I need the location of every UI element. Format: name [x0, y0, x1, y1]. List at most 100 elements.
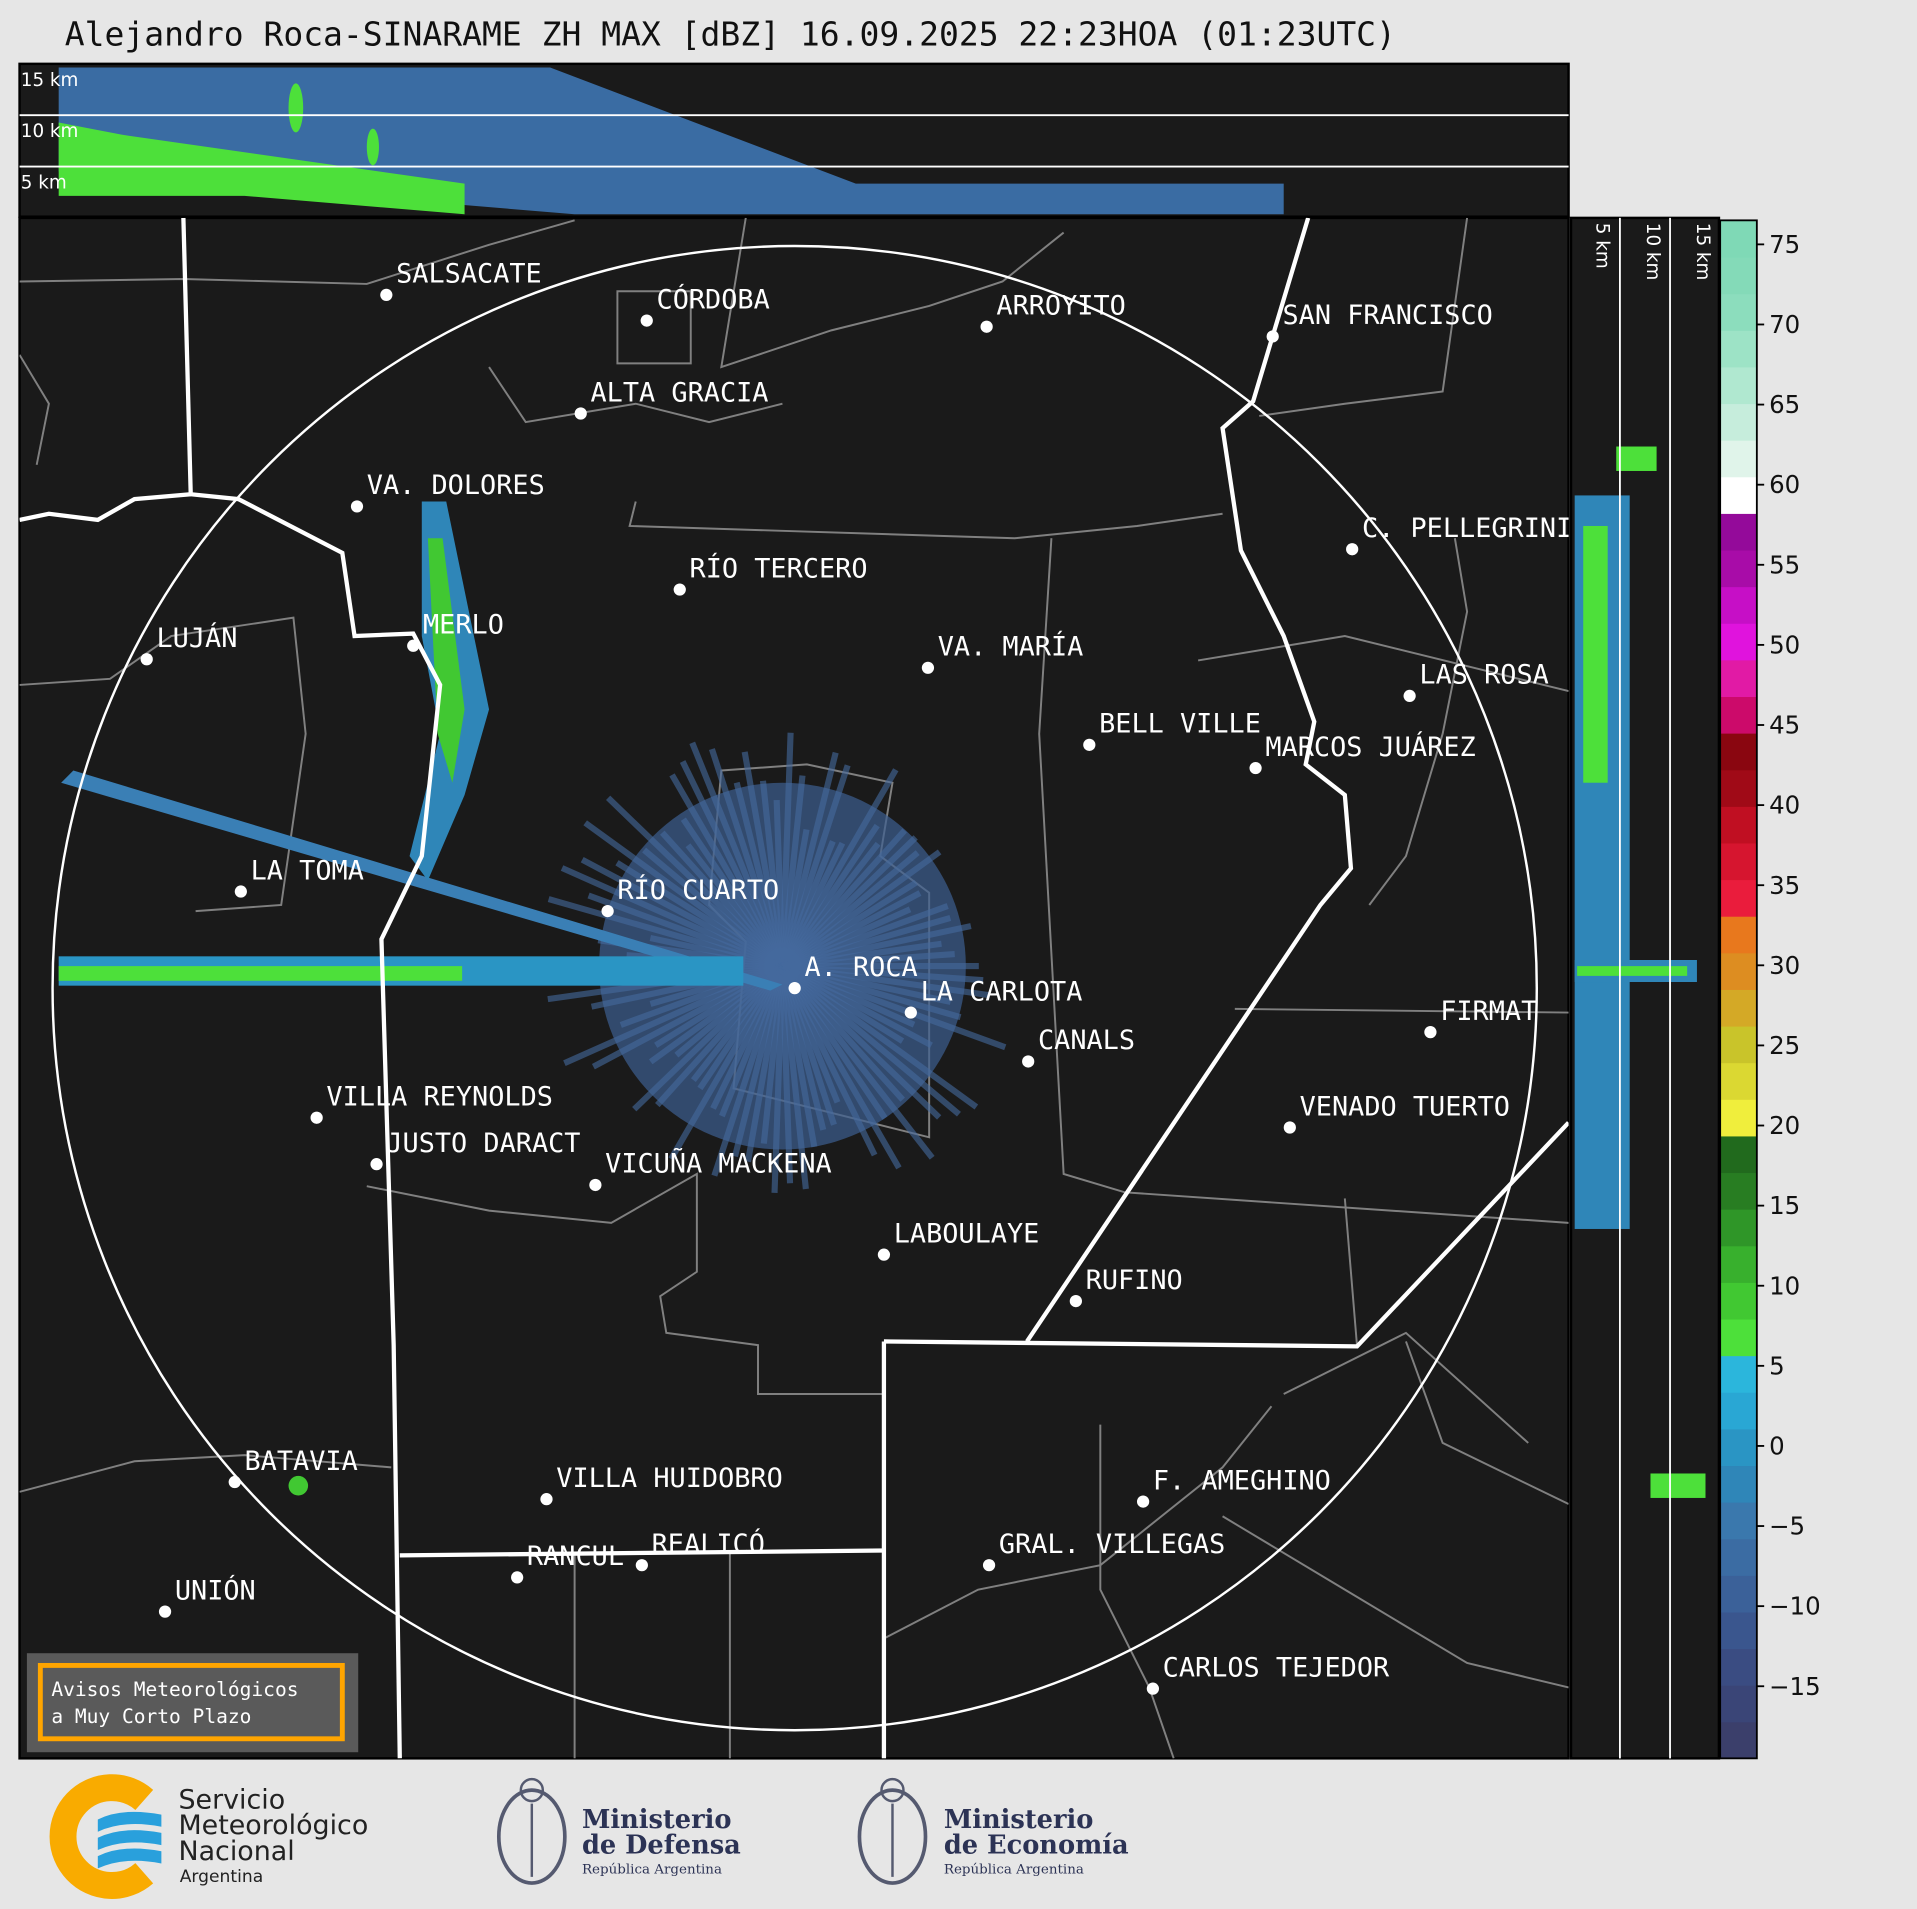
colorbar-tick-label: 15 — [1769, 1191, 1800, 1220]
city-label: A. ROCA — [804, 952, 917, 983]
colorbar-band — [1720, 1172, 1757, 1209]
colorbar-tick-label: 5 — [1769, 1351, 1785, 1380]
city-dot — [511, 1571, 523, 1583]
colorbar-tick-label: −10 — [1769, 1592, 1821, 1621]
city-dot — [311, 1112, 323, 1124]
colorbar-band — [1720, 1319, 1757, 1356]
colorbar-tick-label: 45 — [1769, 711, 1800, 740]
city-label: VA. DOLORES — [367, 470, 545, 501]
city-label: CANALS — [1038, 1025, 1135, 1056]
city-label: LAS ROSA — [1419, 660, 1548, 691]
colorbar-band — [1720, 1539, 1757, 1576]
echo-batavia — [289, 1476, 309, 1496]
city-label: RÍO CUARTO — [617, 874, 779, 906]
figure-title: Alejandro Roca-SINARAME ZH MAX [dBZ] 16.… — [65, 15, 1396, 54]
warning-line-2: a Muy Corto Plazo — [51, 1705, 251, 1728]
colorbar-band — [1720, 587, 1757, 624]
city-dot — [878, 1249, 890, 1261]
city-label: BELL VILLE — [1099, 709, 1261, 740]
colorbar-tick-label: −15 — [1769, 1672, 1821, 1701]
city-dot — [602, 905, 614, 917]
city-dot — [981, 321, 993, 333]
colorbar-band — [1720, 1722, 1757, 1759]
radar-map[interactable]: SALSACATE CÓRDOBA ARROYITO SAN FRANCISCO ALT… — [20, 218, 1573, 1758]
colorbar-tick-label: 30 — [1769, 951, 1800, 980]
colorbar-band — [1720, 367, 1757, 404]
colorbar-band — [1720, 1392, 1757, 1429]
city-dot — [905, 1006, 917, 1018]
colorbar-band — [1720, 623, 1757, 660]
colorbar-tick-label: 55 — [1769, 550, 1800, 579]
svg-text:República Argentina: República Argentina — [944, 1862, 1084, 1877]
city-dot — [636, 1559, 648, 1571]
svg-text:de Defensa: de Defensa — [582, 1831, 741, 1861]
colorbar-band — [1720, 879, 1757, 916]
city-label: ALTA GRACIA — [591, 377, 769, 408]
colorbar-band — [1720, 477, 1757, 514]
city-label: MERLO — [423, 610, 504, 641]
city-label: MARCOS JUÁREZ — [1265, 731, 1475, 763]
city-dot — [1404, 690, 1416, 702]
city-dot — [380, 289, 392, 301]
colorbar-band — [1720, 696, 1757, 733]
colorbar-band — [1720, 733, 1757, 770]
city-label: RUFINO — [1086, 1265, 1183, 1296]
colorbar-tick-label: 60 — [1769, 470, 1800, 499]
city-label: BATAVIA — [245, 1446, 358, 1477]
city-dot — [540, 1493, 552, 1505]
city-dot — [1346, 543, 1358, 555]
city-dot — [589, 1179, 601, 1191]
city-label: SAN FRANCISCO — [1282, 300, 1492, 331]
city-dot — [674, 583, 686, 595]
colorbar-band — [1720, 1648, 1757, 1685]
top-label-15km: 15 km — [21, 70, 79, 91]
colorbar-band — [1720, 330, 1757, 367]
city-label: C. PELLEGRINI — [1362, 513, 1572, 544]
city-label: ARROYITO — [996, 290, 1125, 321]
colorbar-band — [1720, 403, 1757, 440]
city-dot — [229, 1476, 241, 1488]
city-label: VILLA HUIDOBRO — [556, 1463, 783, 1494]
city-label: GRAL. VILLEGAS — [999, 1529, 1226, 1560]
city-label: LUJÁN — [156, 622, 237, 654]
city-label: FIRMAT — [1440, 996, 1537, 1027]
city-label: UNIÓN — [175, 1574, 256, 1606]
colorbar-band — [1720, 257, 1757, 294]
city-dot — [1424, 1026, 1436, 1038]
colorbar-band — [1720, 1063, 1757, 1100]
city-dot — [1083, 739, 1095, 751]
city-label: VENADO TUERTO — [1300, 1091, 1510, 1122]
city-dot — [1070, 1295, 1082, 1307]
city-label: LA CARLOTA — [921, 976, 1083, 1007]
city-label: CÓRDOBA — [657, 283, 770, 315]
city-dot — [1249, 762, 1261, 774]
colorbar-band — [1720, 989, 1757, 1026]
city-label: VICUÑA MACKENA — [605, 1148, 832, 1180]
colorbar-band — [1720, 1099, 1757, 1136]
city-dot — [407, 640, 419, 652]
colorbar-band — [1720, 770, 1757, 807]
city-label: CARLOS TEJEDOR — [1163, 1652, 1390, 1683]
city-dot — [1267, 330, 1279, 342]
colorbar-tick-label: 50 — [1769, 630, 1800, 659]
side-cross-section-panel: 5 km 10 km 15 km — [1571, 218, 1719, 1758]
colorbar-band — [1720, 1356, 1757, 1393]
city-dot — [789, 982, 801, 994]
colorbar-band — [1720, 1502, 1757, 1539]
colorbar-tick-label: 70 — [1769, 310, 1800, 339]
warning-box[interactable]: Avisos Meteorológicos a Muy Corto Plazo — [27, 1653, 358, 1752]
top-label-5km: 5 km — [21, 173, 67, 194]
colorbar-band — [1720, 1026, 1757, 1063]
colorbar-band — [1720, 550, 1757, 587]
colorbar-tick-label: 20 — [1769, 1111, 1800, 1140]
city-dot — [922, 662, 934, 674]
colorbar-tick-label: 10 — [1769, 1271, 1800, 1300]
city-dot — [235, 885, 247, 897]
city-label: VILLA REYNOLDS — [326, 1081, 553, 1112]
colorbar-band — [1720, 1612, 1757, 1649]
city-label: RÍO TERCERO — [690, 552, 868, 584]
side-label-10km: 10 km — [1642, 223, 1663, 281]
city-dot — [141, 653, 153, 665]
colorbar-band — [1720, 1465, 1757, 1502]
